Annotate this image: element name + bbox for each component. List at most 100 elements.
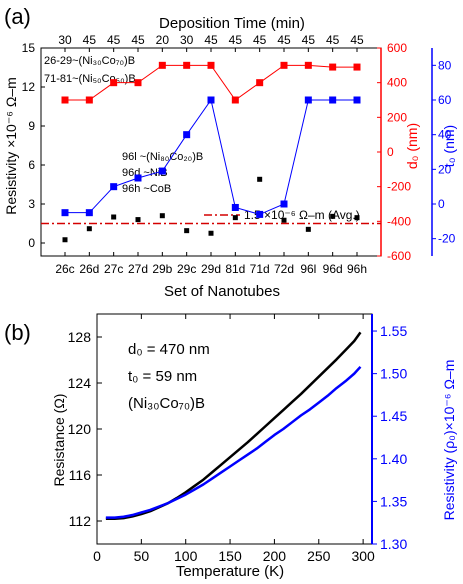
y-tick-label-d0: 600 bbox=[387, 41, 407, 55]
top-tick-label: 45 bbox=[83, 33, 97, 47]
annotation-t0: t₀ = 59 nm bbox=[128, 368, 197, 385]
x-tick-label-26c: 26c bbox=[55, 262, 74, 276]
point-t0-27c bbox=[110, 183, 118, 191]
panel-a-label: (a) bbox=[4, 4, 31, 29]
x-tick-label-81d: 81d bbox=[225, 262, 245, 276]
point-d0-26c bbox=[61, 96, 69, 104]
y-tick-label-right-b: 1.55 bbox=[380, 323, 407, 339]
y-axis-label-resistivity-b: Resistivity (ρ₀)×10⁻⁶ Ω–m bbox=[441, 360, 457, 521]
x-tick-label-26d: 26d bbox=[79, 262, 99, 276]
y-axis-label-resistivity: Resistivity ×10⁻⁶ Ω–m bbox=[3, 77, 19, 215]
top-tick-label: 45 bbox=[277, 33, 291, 47]
point-d0-71d bbox=[256, 79, 264, 87]
legend-line-2: 71-81~(Ni₅₀Co₅₀)B bbox=[44, 73, 136, 85]
y-tick-label-left-a: 12 bbox=[22, 80, 36, 94]
top-tick-label: 45 bbox=[229, 33, 243, 47]
point-d0-96h bbox=[353, 63, 361, 71]
y-tick-label-d0: 0 bbox=[387, 145, 394, 159]
series-curve-resistivity bbox=[105, 365, 362, 519]
annotation-d0: d₀ = 470 nm bbox=[128, 341, 210, 358]
point-t0-29b bbox=[158, 167, 166, 175]
x-axis-label-a: Set of Nanotubes bbox=[164, 283, 280, 300]
point-resistivity-29c bbox=[184, 228, 190, 234]
y-tick-label-t0: 40 bbox=[438, 128, 452, 142]
plot-a: 26c3026d4527c4527d4529b2029c3029d4581d45… bbox=[22, 33, 456, 276]
point-resistivity-29d bbox=[208, 230, 214, 236]
y-tick-label-left-b: 116 bbox=[69, 467, 92, 483]
x-tick-label-b: 300 bbox=[351, 548, 375, 564]
point-d0-27d bbox=[134, 79, 142, 87]
top-tick-label: 45 bbox=[107, 33, 121, 47]
x-axis-label-b: Temperature (K) bbox=[176, 563, 284, 580]
point-resistivity-71d bbox=[257, 176, 263, 182]
y-tick-label-d0: -400 bbox=[387, 214, 411, 228]
point-resistivity-72d bbox=[281, 217, 287, 223]
y-tick-label-left-b: 112 bbox=[69, 513, 92, 529]
top-tick-label: 45 bbox=[326, 33, 340, 47]
point-resistivity-81d bbox=[232, 215, 238, 221]
y-tick-label-t0: 0 bbox=[438, 197, 445, 211]
point-d0-26d bbox=[85, 96, 93, 104]
x-tick-label-b: 0 bbox=[93, 548, 101, 564]
x-tick-label-96h: 96h bbox=[347, 262, 367, 276]
y-tick-label-t0: 80 bbox=[438, 58, 452, 72]
y-tick-label-right-b: 1.50 bbox=[380, 366, 407, 382]
point-resistivity-96h bbox=[354, 215, 360, 221]
y-axis-label-resistance: Resistance (Ω) bbox=[51, 394, 67, 487]
point-d0-72d bbox=[280, 61, 288, 69]
y-tick-label-d0: 200 bbox=[387, 110, 407, 124]
point-t0-27d bbox=[134, 174, 142, 182]
point-resistivity-96d bbox=[330, 213, 336, 219]
x-tick-label-b: 250 bbox=[307, 548, 331, 564]
top-tick-label: 30 bbox=[180, 33, 194, 47]
y-tick-label-right-b: 1.40 bbox=[380, 451, 407, 467]
point-t0-96d bbox=[329, 96, 337, 104]
top-tick-label: 45 bbox=[350, 33, 364, 47]
x-tick-label-29d: 29d bbox=[201, 262, 221, 276]
y-tick-label-right-b: 1.35 bbox=[380, 493, 407, 509]
y-tick-label-d0: -600 bbox=[387, 249, 411, 263]
x-tick-label-27c: 27c bbox=[104, 262, 123, 276]
panel-b-label: (b) bbox=[4, 320, 31, 345]
x-tick-label-29b: 29b bbox=[152, 262, 172, 276]
legend2-line-3: 96h ~CoB bbox=[122, 183, 171, 195]
point-d0-81d bbox=[231, 96, 239, 104]
point-resistivity-96l bbox=[305, 226, 311, 232]
point-d0-96d bbox=[329, 63, 337, 71]
point-t0-29d bbox=[207, 96, 215, 104]
point-t0-96l bbox=[304, 96, 312, 104]
x-tick-label-71d: 71d bbox=[250, 262, 270, 276]
x-tick-label-b: 50 bbox=[134, 548, 150, 564]
x-tick-label-29c: 29c bbox=[177, 262, 196, 276]
series-line-t0 bbox=[65, 98, 357, 215]
y-tick-label-d0: 400 bbox=[387, 76, 407, 90]
point-resistivity-26c bbox=[62, 237, 68, 243]
top-tick-label: 20 bbox=[156, 33, 170, 47]
x-tick-label-b: 150 bbox=[218, 548, 242, 564]
y-tick-label-t0: -20 bbox=[438, 232, 456, 246]
top-axis-title: Deposition Time (min) bbox=[159, 15, 305, 32]
point-t0-72d bbox=[280, 200, 288, 208]
y-tick-label-left-b: 124 bbox=[68, 375, 92, 391]
y-tick-label-left-b: 128 bbox=[68, 329, 92, 345]
point-d0-29c bbox=[183, 61, 191, 69]
plot-b: 0 50 100 150 200 250 300 112 116 120 124 128 1.30 1.3… bbox=[68, 313, 407, 564]
point-t0-81d bbox=[231, 203, 239, 211]
point-d0-29b bbox=[158, 61, 166, 69]
y-tick-label-left-a: 15 bbox=[22, 41, 36, 55]
point-resistivity-29b bbox=[159, 213, 165, 219]
point-resistivity-26d bbox=[86, 226, 92, 232]
point-t0-71d bbox=[256, 210, 264, 218]
point-resistivity-27c bbox=[111, 214, 117, 220]
legend2-line-2: 96d ~NiB bbox=[122, 167, 168, 179]
y-tick-label-right-b: 1.30 bbox=[380, 536, 407, 552]
x-tick-label-96l: 96l bbox=[300, 262, 316, 276]
point-t0-26c bbox=[61, 209, 69, 217]
y-tick-label-left-a: 9 bbox=[28, 119, 35, 133]
x-tick-label-72d: 72d bbox=[274, 262, 294, 276]
y-tick-label-left-a: 6 bbox=[28, 158, 35, 172]
legend2-line-1: 96l ~(Ni₈₀Co₂₀)B bbox=[122, 151, 203, 163]
point-d0-29d bbox=[207, 61, 215, 69]
y-tick-label-left-a: 0 bbox=[28, 236, 35, 250]
